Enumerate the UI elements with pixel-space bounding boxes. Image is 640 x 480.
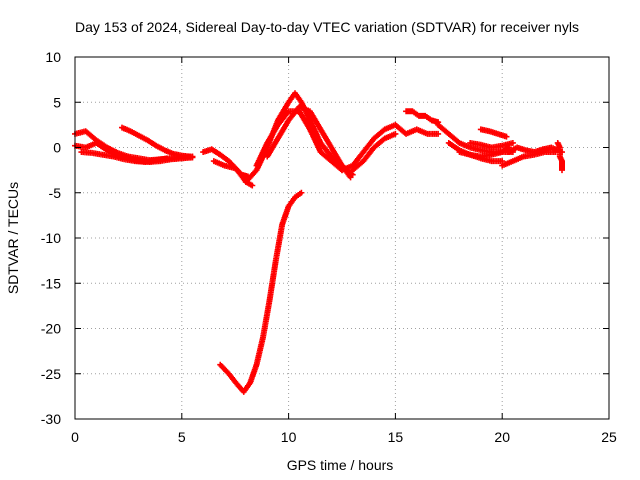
markers-track-12 [349,130,399,174]
y-tick-label--10: -10 [41,230,61,246]
markers-track-17 [456,144,512,160]
chart-title: Day 153 of 2024, Sidereal Day-to-day VTE… [75,19,579,35]
markers-track-3 [78,149,170,165]
markers-track-13 [403,108,442,126]
y-tick-label-0: 0 [53,140,61,156]
series-track-18 [477,126,510,140]
series-track-17 [456,144,512,160]
markers-track-16 [467,139,516,151]
x-tick-label-10: 10 [281,429,297,445]
series-track-3 [78,149,170,165]
series-track-10 [217,189,305,395]
markers-track-20 [505,144,566,156]
series-track-13 [403,108,442,126]
series-track-12 [349,130,399,174]
series-track-21 [554,139,566,174]
markers-track-9 [264,103,356,178]
x-tick-label-5: 5 [178,429,186,445]
series-track-8 [253,108,345,174]
x-tick-label-25: 25 [601,429,617,445]
data-layer [72,90,566,395]
series-track-4 [118,124,194,160]
y-tick-label--25: -25 [41,366,61,382]
y-tick-label--30: -30 [41,411,61,427]
y-tick-label--15: -15 [41,275,61,291]
markers-track-6 [210,158,252,180]
markers-track-4 [118,124,194,160]
ticks [74,56,610,420]
y-axis-label: SDTVAR / TECUs [5,182,21,294]
series-track-11 [339,121,442,174]
markers-track-21 [554,139,566,174]
tick-labels: 0 5 10 15 20 25 -30 -25 -20 -15 -10 -5 0 5 10 [41,49,617,445]
markers-track-11 [339,121,442,174]
series-track-16 [467,139,516,151]
series-track-20 [505,144,566,156]
x-tick-label-0: 0 [71,429,79,445]
x-tick-label-20: 20 [494,429,510,445]
y-tick-label--5: -5 [49,185,62,201]
x-tick-label-15: 15 [388,429,404,445]
series-track-9 [264,103,356,178]
y-tick-label-10: 10 [45,49,61,65]
y-tick-label-5: 5 [53,94,61,110]
x-axis-label: GPS time / hours [287,457,394,473]
series-track-6 [210,158,252,180]
markers-track-10 [217,189,305,395]
y-tick-label--20: -20 [41,321,61,337]
markers-track-18 [477,126,510,140]
markers-track-8 [253,108,345,174]
